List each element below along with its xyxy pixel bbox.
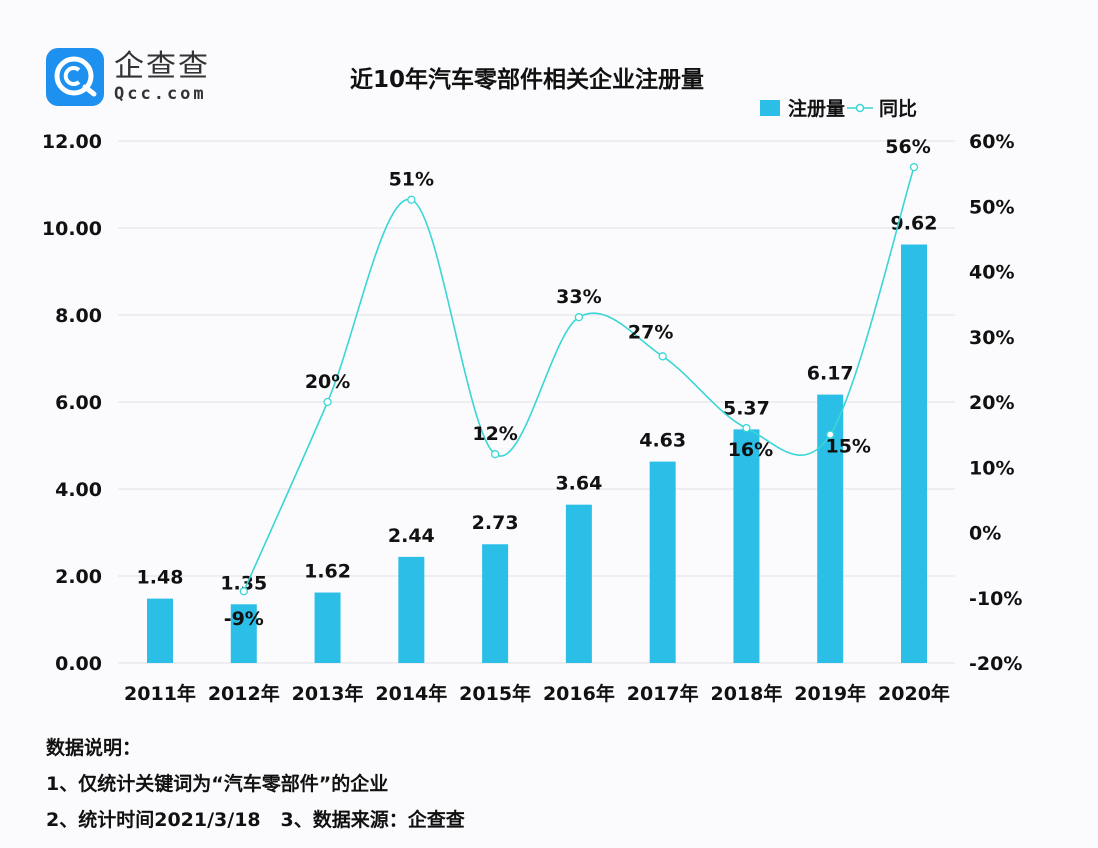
brand-name-en: Qcc.com [114, 84, 207, 104]
y-left-tick-label: 10.00 [42, 218, 102, 240]
bar-value-label: 1.48 [137, 567, 184, 589]
bar [733, 429, 760, 663]
yoy-value-label: 33% [556, 286, 601, 308]
chart-legend: 注册量 同比 [760, 94, 917, 121]
yoy-marker [742, 423, 751, 433]
y-left-tick-label: 0.00 [55, 653, 102, 675]
yoy-value-label: 15% [825, 436, 870, 458]
bar-value-label: 3.64 [555, 473, 602, 495]
x-tick-label: 2011年 [124, 682, 196, 705]
x-tick-label: 2015年 [459, 682, 531, 705]
y-right-tick-label: 60% [969, 131, 1014, 153]
legend-line-swatch [847, 103, 874, 112]
bar-value-label: 9.62 [891, 213, 938, 235]
yoy-marker [490, 450, 500, 459]
bar [649, 461, 676, 663]
yoy-marker [407, 195, 416, 204]
y-right-tick-label: -20% [969, 653, 1022, 675]
notes-line-1: 1、仅统计关键词为“汽车零部件”的企业 [46, 773, 389, 795]
qcc-logo: 企查查 Qcc.com [46, 48, 210, 106]
bar-value-label: 1.35 [220, 572, 267, 594]
yoy-marker [658, 352, 667, 361]
bar-value-label: 2.44 [388, 525, 435, 547]
x-tick-label: 2019年 [794, 682, 866, 705]
bar-value-label: 6.17 [807, 363, 854, 385]
bar-value-label: 4.63 [639, 430, 686, 452]
yoy-marker [574, 313, 584, 322]
bar [901, 244, 927, 663]
y-left-tick-label: 8.00 [55, 305, 102, 327]
y-left-tick-label: 2.00 [55, 566, 102, 588]
notes-line-2: 2、统计时间2021/3/18 3、数据来源：企查查 [46, 809, 465, 831]
y-left-tick-label: 12.00 [42, 131, 102, 153]
x-tick-label: 2016年 [543, 682, 615, 705]
x-tick-label: 2012年 [208, 682, 280, 705]
x-tick-label: 2018年 [710, 682, 782, 705]
bar [314, 592, 341, 663]
y-left-tick-label: 4.00 [55, 479, 102, 501]
x-tick-label: 2020年 [878, 682, 950, 705]
yoy-value-label: 12% [472, 423, 517, 445]
y-right-tick-label: 50% [969, 196, 1014, 218]
y-right-tick-label: 30% [969, 327, 1014, 349]
legend-label-yoy: 同比 [879, 98, 918, 120]
y-right-tick-label: 0% [969, 523, 1001, 545]
brand-name-cn: 企查查 [114, 49, 210, 84]
bar [817, 394, 844, 663]
bar [482, 544, 509, 663]
yoy-value-label: 20% [305, 371, 350, 393]
bar [147, 598, 173, 663]
y-right-tick-label: 10% [969, 457, 1014, 479]
yoy-value-label: -9% [224, 608, 264, 630]
bar-value-label: 2.73 [472, 512, 519, 534]
y-right-tick-label: -10% [969, 588, 1022, 610]
yoy-value-label: 27% [628, 321, 673, 343]
yoy-marker [239, 587, 248, 596]
yoy-marker [323, 397, 332, 407]
chart-title: 近10年汽车零部件相关企业注册量 [350, 67, 705, 93]
y-right-tick-label: 40% [969, 262, 1014, 284]
x-tick-label: 2017年 [627, 682, 699, 705]
bar [398, 556, 425, 663]
y-right-tick-label: 20% [969, 392, 1014, 414]
yoy-value-label: 16% [728, 439, 773, 461]
yoy-marker [909, 162, 919, 172]
qcc-logo-icon [46, 48, 104, 106]
yoy-value-label: 51% [389, 169, 434, 191]
x-tick-label: 2014年 [375, 682, 447, 705]
bar-value-label: 5.37 [723, 397, 770, 419]
y-left-tick-label: 6.00 [55, 392, 102, 414]
x-tick-label: 2013年 [292, 682, 364, 705]
data-notes: 数据说明： 1、仅统计关键词为“汽车零部件”的企业 2、统计时间2021/3/1… [46, 730, 465, 838]
legend-label-registrations: 注册量 [788, 98, 846, 120]
yoy-marker [826, 430, 835, 439]
notes-heading: 数据说明： [46, 737, 142, 759]
bar [230, 604, 257, 663]
yoy-line [243, 166, 915, 592]
bar-value-label: 1.62 [304, 561, 351, 583]
yoy-value-label: 56% [885, 136, 930, 158]
bar [565, 504, 592, 663]
legend-bar-swatch [760, 99, 780, 116]
